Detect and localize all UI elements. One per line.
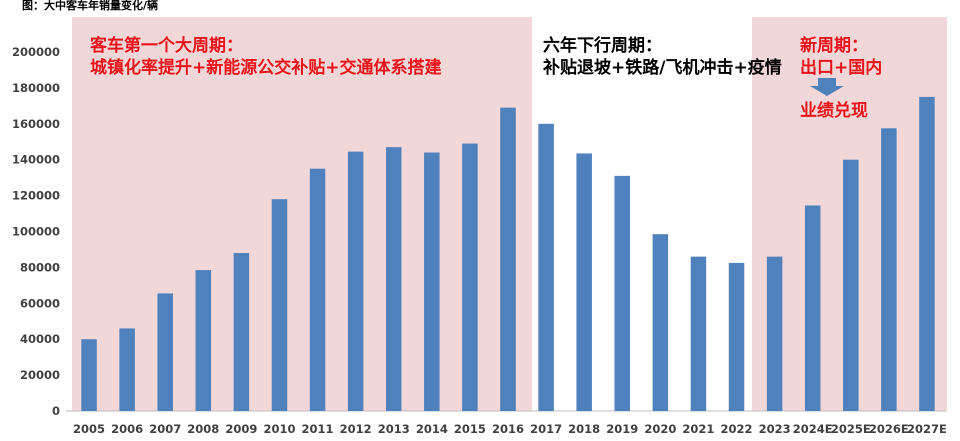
annotation-2-after-arrow: 业绩兑现 <box>800 100 868 121</box>
bar-2024E <box>804 205 821 411</box>
x-tick-label: 2009 <box>225 422 257 436</box>
annotation-0-line-0: 客车第一个大周期： <box>89 35 243 56</box>
bar-2010 <box>271 199 288 411</box>
y-tick-label: 20000 <box>20 368 60 382</box>
x-tick-label: 2006 <box>111 422 143 436</box>
x-tick-label: 2014 <box>416 422 448 436</box>
bar-2020 <box>652 234 669 411</box>
bar-2013 <box>385 147 402 411</box>
x-tick-label: 2016 <box>492 422 524 436</box>
x-tick-label: 2018 <box>568 422 600 436</box>
annotation-2-line-1: 出口+国内 <box>800 57 882 78</box>
x-tick-label: 2020 <box>644 422 676 436</box>
x-tick-label: 2023 <box>759 422 791 436</box>
x-tick-label: 2008 <box>187 422 219 436</box>
x-tick-label: 2027E <box>907 422 947 436</box>
x-axis-labels: 2005 2006 2007 2008 2009 2010 2011 2012 2013 2014… <box>73 422 947 436</box>
y-tick-label: 140000 <box>12 153 60 167</box>
x-tick-label: 2026E <box>869 422 909 436</box>
bar-2023 <box>766 256 783 411</box>
bar-2012 <box>347 151 364 411</box>
down-arrow-icon <box>810 78 844 96</box>
bar-2007 <box>157 293 173 411</box>
x-tick-label: 2015 <box>454 422 486 436</box>
bar-2006 <box>119 328 135 411</box>
bar-2011 <box>309 168 326 411</box>
bar-2018 <box>576 153 592 412</box>
x-tick-label: 2013 <box>378 422 410 436</box>
bar-2017 <box>538 123 554 412</box>
chart-title: 图：大中客车年销量变化/辆 <box>22 0 158 12</box>
y-tick-label: 160000 <box>12 117 60 131</box>
bar-2016 <box>500 107 516 412</box>
x-tick-label: 2012 <box>340 422 372 436</box>
bar-2005 <box>81 339 97 411</box>
y-tick-label: 100000 <box>12 225 60 239</box>
x-tick-label: 2010 <box>263 422 295 436</box>
bar-2021 <box>690 256 707 411</box>
annotation-0-line-1: 城镇化率提升+新能源公交补贴+交通体系搭建 <box>90 57 442 78</box>
x-tick-label: 2025E <box>831 422 871 436</box>
bar-2015 <box>462 143 478 412</box>
x-tick-label: 2011 <box>302 422 334 436</box>
y-axis-ticks: 0 20000 40000 60000 80000 100000 120000 140000 1… <box>12 45 60 418</box>
region-0 <box>72 17 532 411</box>
bar-2019 <box>614 175 631 411</box>
bar-2027E <box>919 96 935 411</box>
bar-2014 <box>424 152 440 411</box>
x-tick-label: 2007 <box>149 422 181 436</box>
annotation-2-line-0: 新周期： <box>800 35 868 56</box>
y-tick-label: 80000 <box>20 260 60 274</box>
bar-2022 <box>728 262 745 411</box>
annotation-1-line-1: 补贴退坡+铁路/飞机冲击+疫情 <box>542 57 782 78</box>
x-tick-label: 2021 <box>682 422 714 436</box>
y-tick-label: 180000 <box>12 81 60 95</box>
annotation-1-line-0: 六年下行周期： <box>543 35 662 56</box>
x-tick-label: 2017 <box>530 422 562 436</box>
y-tick-label: 0 <box>52 404 60 418</box>
bar-2026E <box>881 128 897 411</box>
x-tick-label: 2022 <box>721 422 753 436</box>
bar-2008 <box>195 270 212 411</box>
bar-2009 <box>233 253 250 411</box>
bar-2025E <box>843 159 859 411</box>
x-tick-label: 2019 <box>606 422 638 436</box>
bars <box>81 96 935 412</box>
x-tick-label: 2024E <box>793 422 833 436</box>
y-tick-label: 200000 <box>12 45 60 59</box>
y-tick-label: 60000 <box>20 296 60 310</box>
annotations: 客车第一个大周期：城镇化率提升+新能源公交补贴+交通体系搭建 六年下行周期：补贴退… <box>89 35 882 121</box>
y-tick-label: 120000 <box>12 189 60 203</box>
x-tick-label: 2005 <box>73 422 105 436</box>
y-tick-label: 40000 <box>20 332 60 346</box>
